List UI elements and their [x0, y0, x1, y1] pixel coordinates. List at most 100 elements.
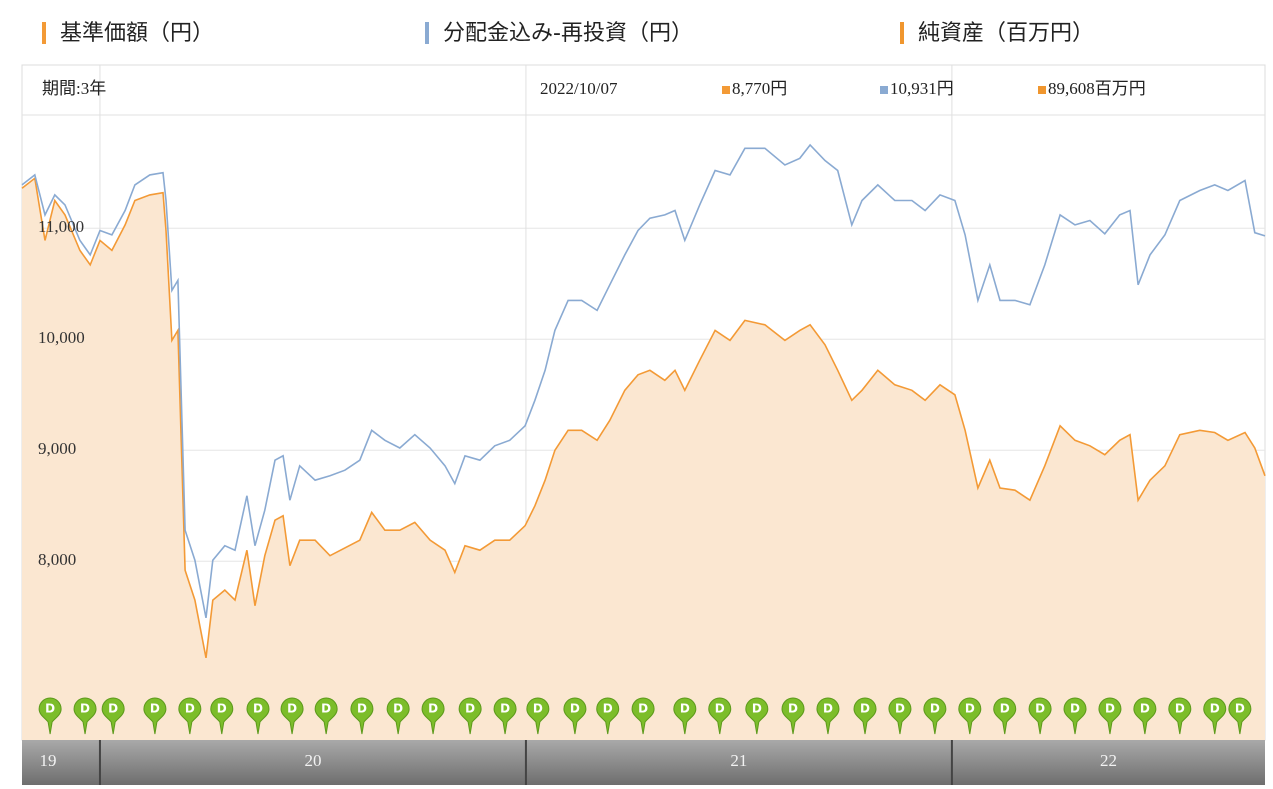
dividend-pin: D [853, 697, 877, 735]
pin-label: D [965, 702, 975, 716]
pin-label: D [1140, 702, 1150, 716]
line [21, 143, 1266, 619]
dividend-pin: D [178, 697, 202, 735]
pin-shape [386, 697, 410, 735]
pin-shape [708, 697, 732, 735]
dividend-pin: D [781, 697, 805, 735]
latest-value: 8,770円 [732, 79, 787, 98]
dividend-pin: D [493, 697, 517, 735]
pin-label: D [1035, 702, 1045, 716]
dividend-pin: D [563, 697, 587, 735]
pin-shape [143, 697, 167, 735]
area [22, 178, 1265, 741]
pin-label: D [1210, 702, 1220, 716]
pin-label: D [603, 702, 613, 716]
latest-value: 89,608百万円 [1048, 79, 1146, 98]
pin-shape [631, 697, 655, 735]
band-bg [22, 740, 1265, 785]
dividend-pin: D [350, 697, 374, 735]
period: 期間:3年 [42, 79, 106, 98]
pin-label: D [108, 702, 118, 716]
dividend-pin: D [101, 697, 125, 735]
dividend-pin: D [888, 697, 912, 735]
x-period-label: 19 [40, 751, 57, 770]
pin-shape [745, 697, 769, 735]
pin-label: D [500, 702, 510, 716]
x-axis-band: 19 20 21 22 [22, 740, 1265, 785]
dividend-pin: D [526, 697, 550, 735]
pin-shape [280, 697, 304, 735]
pin-label: D [45, 702, 55, 716]
dividend-pin: D [596, 697, 620, 735]
pin-shape [246, 697, 270, 735]
y-tick-label: 10,000 [38, 328, 85, 347]
pin-shape [1098, 697, 1122, 735]
x-period-label: 22 [1100, 751, 1117, 770]
pin-label: D [185, 702, 195, 716]
dividend-pin: D [143, 697, 167, 735]
pin-label: D [860, 702, 870, 716]
pin-shape [73, 697, 97, 735]
pin-shape [958, 697, 982, 735]
dividend-pin: D [1133, 697, 1157, 735]
pin-shape [178, 697, 202, 735]
pin-shape [1028, 697, 1052, 735]
pin-shape [673, 697, 697, 735]
pin-label: D [253, 702, 263, 716]
pin-shape [923, 697, 947, 735]
dividend-pin: D [673, 697, 697, 735]
pin-label: D [638, 702, 648, 716]
header: 基準価額（円） 分配金込み-再投資（円） 純資産（百万円） [42, 21, 1094, 46]
plot [21, 143, 1266, 741]
pin-shape [563, 697, 587, 735]
dividend-pin: D [73, 697, 97, 735]
pin-shape [853, 697, 877, 735]
y-tick-label: 11,000 [38, 217, 84, 236]
dividend-pin: D [1168, 697, 1192, 735]
pin-label: D [357, 702, 367, 716]
pin-label: D [1105, 702, 1115, 716]
dividend-pin: D [386, 697, 410, 735]
pin-label: D [715, 702, 725, 716]
pin-label: D [287, 702, 297, 716]
legend-label: 純資産（百万円） [918, 21, 1094, 46]
pin-label: D [895, 702, 905, 716]
pin-shape [1203, 697, 1227, 735]
pin-shape [888, 697, 912, 735]
pin-shape [526, 697, 550, 735]
latest-swatch [880, 86, 888, 94]
x-period-label: 20 [304, 751, 321, 770]
latest-swatch [722, 86, 730, 94]
dividend-pin: D [314, 697, 338, 735]
latest-swatch [1038, 86, 1046, 94]
pin-shape [314, 697, 338, 735]
dividend-pin: D [280, 697, 304, 735]
dividend-pin: D [1098, 697, 1122, 735]
pin-shape [993, 697, 1017, 735]
pin-shape [816, 697, 840, 735]
pin-shape [1063, 697, 1087, 735]
x-period-label: 21 [730, 751, 747, 770]
y-tick-label: 9,000 [38, 439, 76, 458]
pin-label: D [930, 702, 940, 716]
dividend-pin: D [1228, 697, 1252, 735]
pin-shape [1228, 697, 1252, 735]
info-row: 期間:3年 2022/10/07 8,770円 10,931円 89,608百万円 [42, 79, 1146, 98]
pin-label: D [788, 702, 798, 716]
latest-value: 10,931円 [890, 79, 954, 98]
pin-shape [458, 697, 482, 735]
dividend-pin: D [923, 697, 947, 735]
pin-label: D [321, 702, 331, 716]
dividend-pin: D [958, 697, 982, 735]
dividend-pin: D [1063, 697, 1087, 735]
pin-shape [101, 697, 125, 735]
y-axis: 8,000 9,000 10,000 11,000 [38, 217, 85, 569]
dividend-pin: D [1028, 697, 1052, 735]
dividend-pin: D [246, 697, 270, 735]
pin-shape [493, 697, 517, 735]
pin-label: D [680, 702, 690, 716]
pin-label: D [465, 702, 475, 716]
pin-shape [350, 697, 374, 735]
dividend-pin: D [816, 697, 840, 735]
pin-label: D [1175, 702, 1185, 716]
